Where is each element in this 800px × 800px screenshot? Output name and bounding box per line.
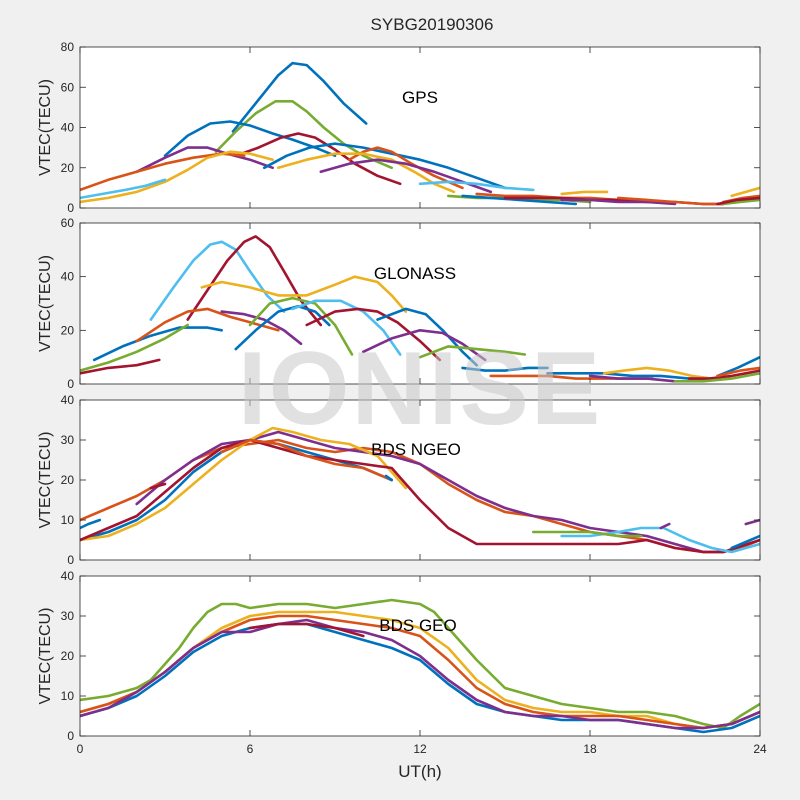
series-group bbox=[80, 598, 760, 734]
series-line-24 bbox=[716, 196, 760, 206]
plot-area bbox=[80, 223, 760, 384]
series-line-13 bbox=[376, 307, 479, 367]
series-line-13 bbox=[418, 180, 535, 192]
series-line-5 bbox=[234, 132, 402, 186]
series-line-1 bbox=[231, 61, 368, 133]
series-line-14 bbox=[730, 534, 760, 550]
series-line-11 bbox=[384, 474, 394, 482]
y-tick-label: 80 bbox=[61, 40, 75, 54]
y-tick-label: 40 bbox=[61, 569, 75, 583]
figure-title: SYBG20190306 bbox=[371, 15, 494, 34]
series-line-9 bbox=[262, 142, 507, 190]
y-tick-label: 30 bbox=[61, 609, 75, 623]
series-line-15 bbox=[418, 345, 527, 359]
series-line-2 bbox=[186, 235, 323, 327]
series-line-1 bbox=[149, 240, 286, 321]
series-line-22 bbox=[673, 371, 760, 383]
series-line-16 bbox=[461, 366, 549, 372]
series-line-6 bbox=[80, 358, 161, 375]
series-line-12 bbox=[659, 522, 671, 530]
x-tick-label: 12 bbox=[413, 742, 427, 756]
y-tick-label: 40 bbox=[61, 393, 75, 407]
plot-area bbox=[80, 400, 760, 560]
series-line-9 bbox=[80, 518, 102, 530]
series-line-8 bbox=[80, 178, 167, 200]
series-line-15 bbox=[461, 194, 578, 206]
y-tick-label: 60 bbox=[61, 80, 75, 94]
series-line-4 bbox=[135, 146, 275, 174]
series-line-2 bbox=[135, 430, 725, 554]
y-tick-label: 10 bbox=[61, 689, 75, 703]
y-axis-label: VTEC(TECU) bbox=[37, 255, 54, 352]
y-tick-label: 60 bbox=[61, 216, 75, 230]
y-tick-label: 0 bbox=[67, 729, 74, 743]
y-tick-label: 40 bbox=[61, 270, 75, 284]
series-line-14 bbox=[361, 328, 487, 362]
series-line-3 bbox=[163, 120, 337, 157]
x-tick-label: 0 bbox=[77, 742, 84, 756]
series-line-5 bbox=[80, 618, 760, 730]
series-line-6 bbox=[220, 438, 394, 482]
series-line-19 bbox=[588, 374, 677, 383]
y-axis-label: VTEC(TECU) bbox=[37, 608, 54, 705]
subplot-2: 0 20 40 60 VTEC(TECU) GLONASS bbox=[37, 216, 761, 391]
y-tick-label: 20 bbox=[61, 649, 75, 663]
x-tick-label: 24 bbox=[753, 742, 767, 756]
y-tick-label: 0 bbox=[67, 377, 74, 391]
series-line-10 bbox=[149, 482, 167, 490]
y-tick-label: 40 bbox=[61, 121, 75, 135]
x-tick-label: 18 bbox=[583, 742, 597, 756]
y-axis-label: VTEC(TECU) bbox=[37, 432, 54, 529]
series-line-19 bbox=[560, 190, 609, 196]
series-line-1 bbox=[80, 598, 760, 730]
x-tick-label: 6 bbox=[247, 742, 254, 756]
series-line-7 bbox=[80, 323, 189, 372]
series-line-21 bbox=[730, 186, 760, 198]
panel-label: BDS NGEO bbox=[371, 440, 461, 459]
series-line-10 bbox=[347, 146, 464, 190]
series-line-5 bbox=[135, 307, 280, 343]
series-line-24 bbox=[716, 366, 760, 378]
series-group bbox=[80, 61, 760, 206]
series-line-6 bbox=[248, 622, 365, 638]
y-tick-label: 30 bbox=[61, 433, 75, 447]
series-line-5 bbox=[80, 438, 760, 554]
plot-area bbox=[80, 47, 760, 208]
panel-label: GLONASS bbox=[374, 264, 456, 283]
series-line-8 bbox=[531, 530, 643, 538]
y-axis-label: VTEC(TECU) bbox=[37, 79, 54, 176]
series-line-20 bbox=[616, 196, 725, 206]
series-line-11 bbox=[291, 299, 402, 356]
series-group bbox=[80, 235, 760, 383]
series-line-8 bbox=[220, 310, 303, 346]
series-line-13 bbox=[744, 518, 760, 526]
panel-label: BDS GEO bbox=[379, 616, 456, 635]
y-tick-label: 0 bbox=[67, 201, 74, 215]
subplot-4: 0 10 20 30 40 0 6 12 18 24 VTEC(TECU) BDS GEO bbox=[37, 569, 767, 756]
series-line-22 bbox=[721, 198, 760, 206]
series-group bbox=[80, 426, 760, 554]
panel-label: GPS bbox=[402, 88, 438, 107]
series-line-18 bbox=[560, 198, 677, 206]
series-line-4 bbox=[92, 326, 223, 362]
series-line-20 bbox=[602, 366, 714, 380]
series-line-9 bbox=[248, 296, 354, 356]
x-axis-label: UT(h) bbox=[398, 762, 441, 781]
subplot-1: 0 20 40 60 80 VTEC(TECU) GPS bbox=[37, 40, 761, 215]
y-tick-label: 20 bbox=[61, 473, 75, 487]
subplot-3: 0 10 20 30 40 VTEC(TECU) BDS NGEO bbox=[37, 393, 761, 567]
series-line-12 bbox=[305, 307, 442, 362]
series-line-7 bbox=[80, 150, 275, 204]
series-line-10 bbox=[234, 304, 331, 351]
series-line-3 bbox=[200, 275, 408, 313]
y-tick-label: 10 bbox=[61, 513, 75, 527]
series-line-2 bbox=[214, 100, 394, 170]
y-tick-label: 20 bbox=[61, 161, 75, 175]
y-tick-label: 0 bbox=[67, 553, 74, 567]
y-tick-label: 20 bbox=[61, 323, 75, 337]
series-line-21 bbox=[687, 369, 760, 380]
